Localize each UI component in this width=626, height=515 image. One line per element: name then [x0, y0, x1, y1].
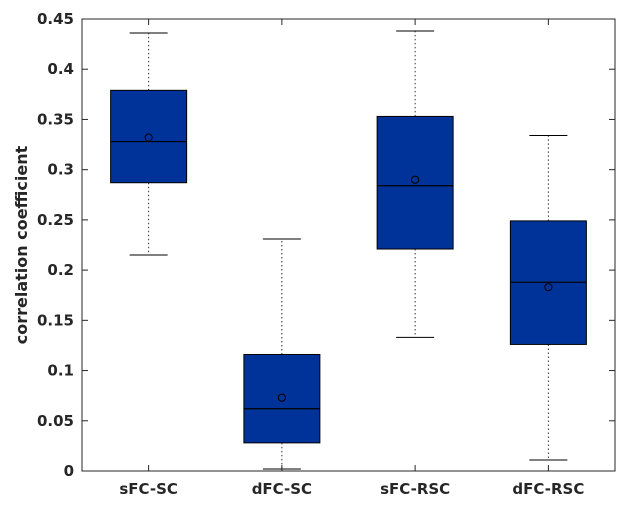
- box-dfc-sc: [243, 238, 321, 470]
- x-axis: sFC-SC dFC-SC sFC-RSC dFC-RSC: [119, 19, 584, 498]
- y-tick-label: 0.45: [37, 10, 74, 28]
- iqr-box: [110, 89, 188, 184]
- mean-marker: [144, 133, 153, 142]
- mean-marker: [277, 393, 286, 402]
- y-tick-label: 0.15: [37, 311, 74, 329]
- box-sfc-sc: [110, 32, 188, 256]
- y-tick-label: 0.25: [37, 211, 74, 229]
- mean-marker: [544, 283, 553, 292]
- y-tick-label: 0.35: [37, 110, 74, 128]
- y-tick-label: 0.3: [47, 161, 74, 179]
- y-tick-label: 0.4: [47, 60, 74, 78]
- y-axis: 0 0.05 0.1 0.15 0.2 0.25 0.3 0.35 0.4 0.45: [37, 10, 615, 480]
- boxes-layer: [110, 30, 587, 470]
- y-tick-label: 0.1: [47, 362, 74, 380]
- iqr-box: [243, 353, 321, 444]
- x-tick-label: sFC-RSC: [380, 480, 450, 498]
- x-tick-label: dFC-SC: [252, 480, 312, 498]
- x-tick-label: dFC-RSC: [512, 480, 584, 498]
- y-tick-label: 0: [64, 462, 74, 480]
- mean-marker: [411, 175, 420, 184]
- box-sfc-rsc: [376, 30, 454, 338]
- y-tick-label: 0.2: [47, 261, 74, 279]
- iqr-box: [376, 115, 454, 250]
- x-tick-label: sFC-SC: [119, 480, 178, 498]
- box-dfc-rsc: [509, 135, 587, 461]
- y-tick-label: 0.05: [37, 412, 74, 430]
- y-axis-label: correlation coefficient: [12, 145, 31, 344]
- plot-frame: [81, 18, 616, 472]
